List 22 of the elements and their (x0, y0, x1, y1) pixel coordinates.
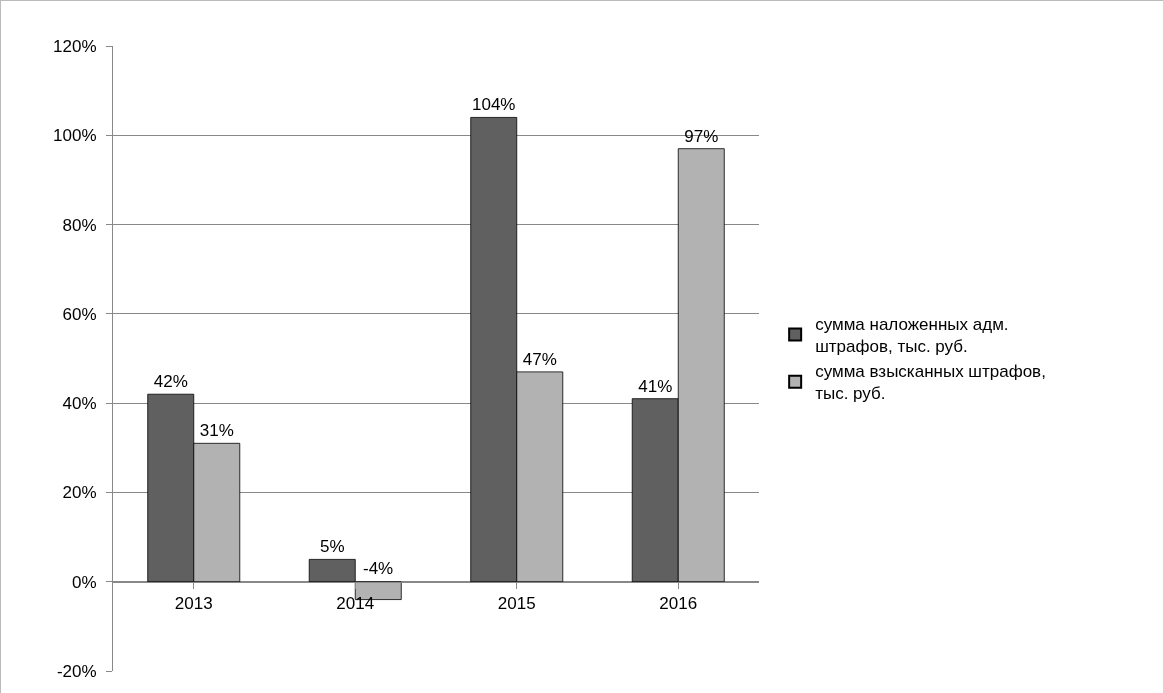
data-label: 5% (319, 537, 345, 557)
data-label: 97% (684, 126, 719, 146)
x-tick-label: 2014 (336, 594, 375, 614)
data-label: 41% (638, 376, 673, 396)
data-label: 104% (471, 95, 516, 115)
legend-label: сумма взысканных штрафов, тыс. руб. (815, 362, 1046, 404)
data-label: -4% (363, 559, 394, 578)
data-label: 31% (199, 421, 234, 441)
legend-label: сумма наложенных адм. штрафов, тыс. руб. (815, 315, 1009, 357)
y-tick-label: 20% (62, 483, 97, 503)
y-tick-label: 40% (62, 394, 97, 414)
data-label: 47% (522, 349, 557, 369)
y-tick-label: 60% (62, 304, 97, 324)
y-tick-label: -20% (56, 661, 97, 681)
x-tick-label: 2016 (659, 594, 698, 614)
y-tick-label: 80% (62, 215, 97, 235)
data-label: 42% (153, 372, 188, 392)
y-tick-label: 0% (72, 572, 97, 592)
x-tick-label: 2015 (497, 594, 536, 614)
y-tick-label: 120% (53, 36, 97, 56)
y-tick-label: 100% (53, 126, 97, 146)
x-tick-label: 2013 (174, 594, 213, 614)
